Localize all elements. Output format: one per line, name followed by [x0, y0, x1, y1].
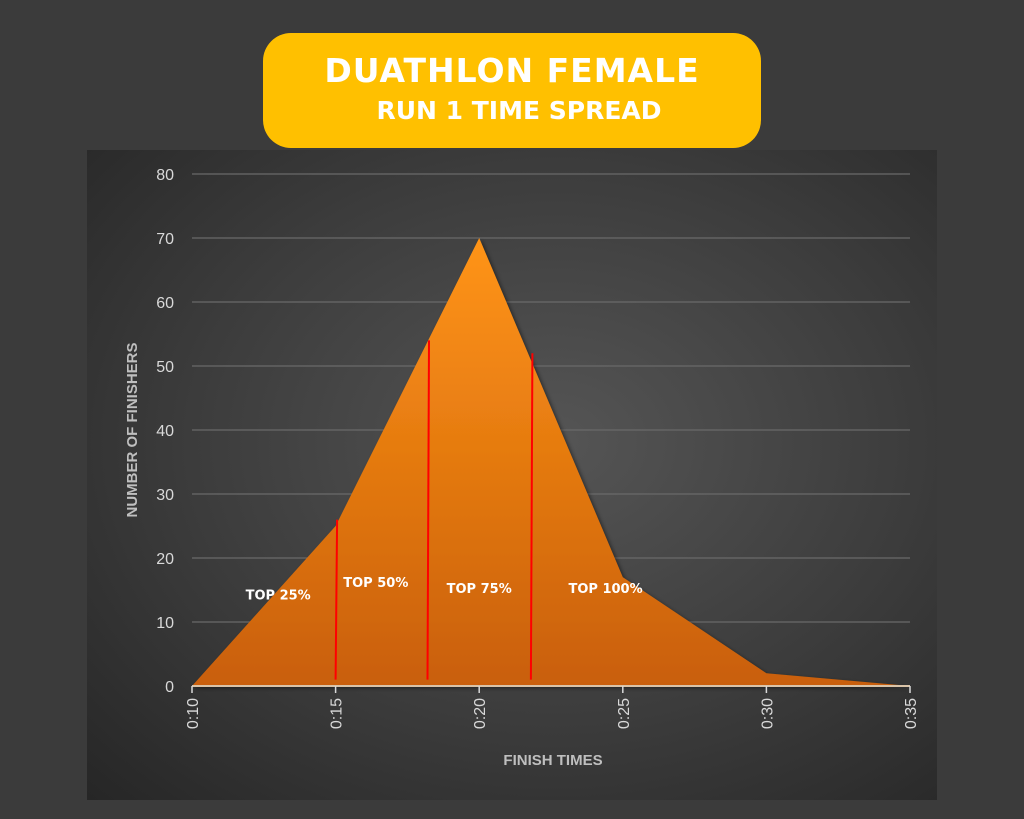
area-series	[192, 238, 910, 686]
y-tick-label: 40	[156, 423, 174, 440]
y-tick-label: 80	[156, 167, 174, 184]
y-axis-label: NUMBER OF FINISHERS	[124, 342, 141, 517]
percentile-marker-line	[334, 519, 339, 680]
percentile-label: TOP 100%	[568, 582, 642, 597]
x-tick-label: 0:20	[472, 698, 489, 729]
x-tick-label: 0:15	[329, 698, 346, 729]
y-tick-label: 60	[156, 295, 174, 312]
percentile-label: TOP 75%	[447, 582, 512, 597]
percentile-label: TOP 50%	[343, 576, 408, 591]
y-tick-label: 50	[156, 359, 174, 376]
percentile-marker-line	[529, 353, 534, 680]
y-tick-label: 70	[156, 231, 174, 248]
x-tick-label: 0:10	[185, 698, 202, 729]
y-tick-label: 0	[165, 679, 174, 696]
y-tick-label: 20	[156, 551, 174, 568]
percentile-marker-line	[426, 340, 431, 680]
y-tick-label: 10	[156, 615, 174, 632]
x-axis-label: FINISH TIMES	[503, 752, 602, 769]
chart-title-banner: DUATHLON FEMALE RUN 1 TIME SPREAD	[263, 33, 761, 148]
y-tick-label: 30	[156, 487, 174, 504]
percentile-label: TOP 25%	[246, 589, 311, 604]
x-tick-label: 0:35	[903, 698, 920, 729]
x-tick-label: 0:25	[616, 698, 633, 729]
x-tick-label: 0:30	[759, 698, 776, 729]
chart-subtitle: RUN 1 TIME SPREAD	[376, 96, 662, 125]
chart-title: DUATHLON FEMALE	[324, 51, 700, 90]
